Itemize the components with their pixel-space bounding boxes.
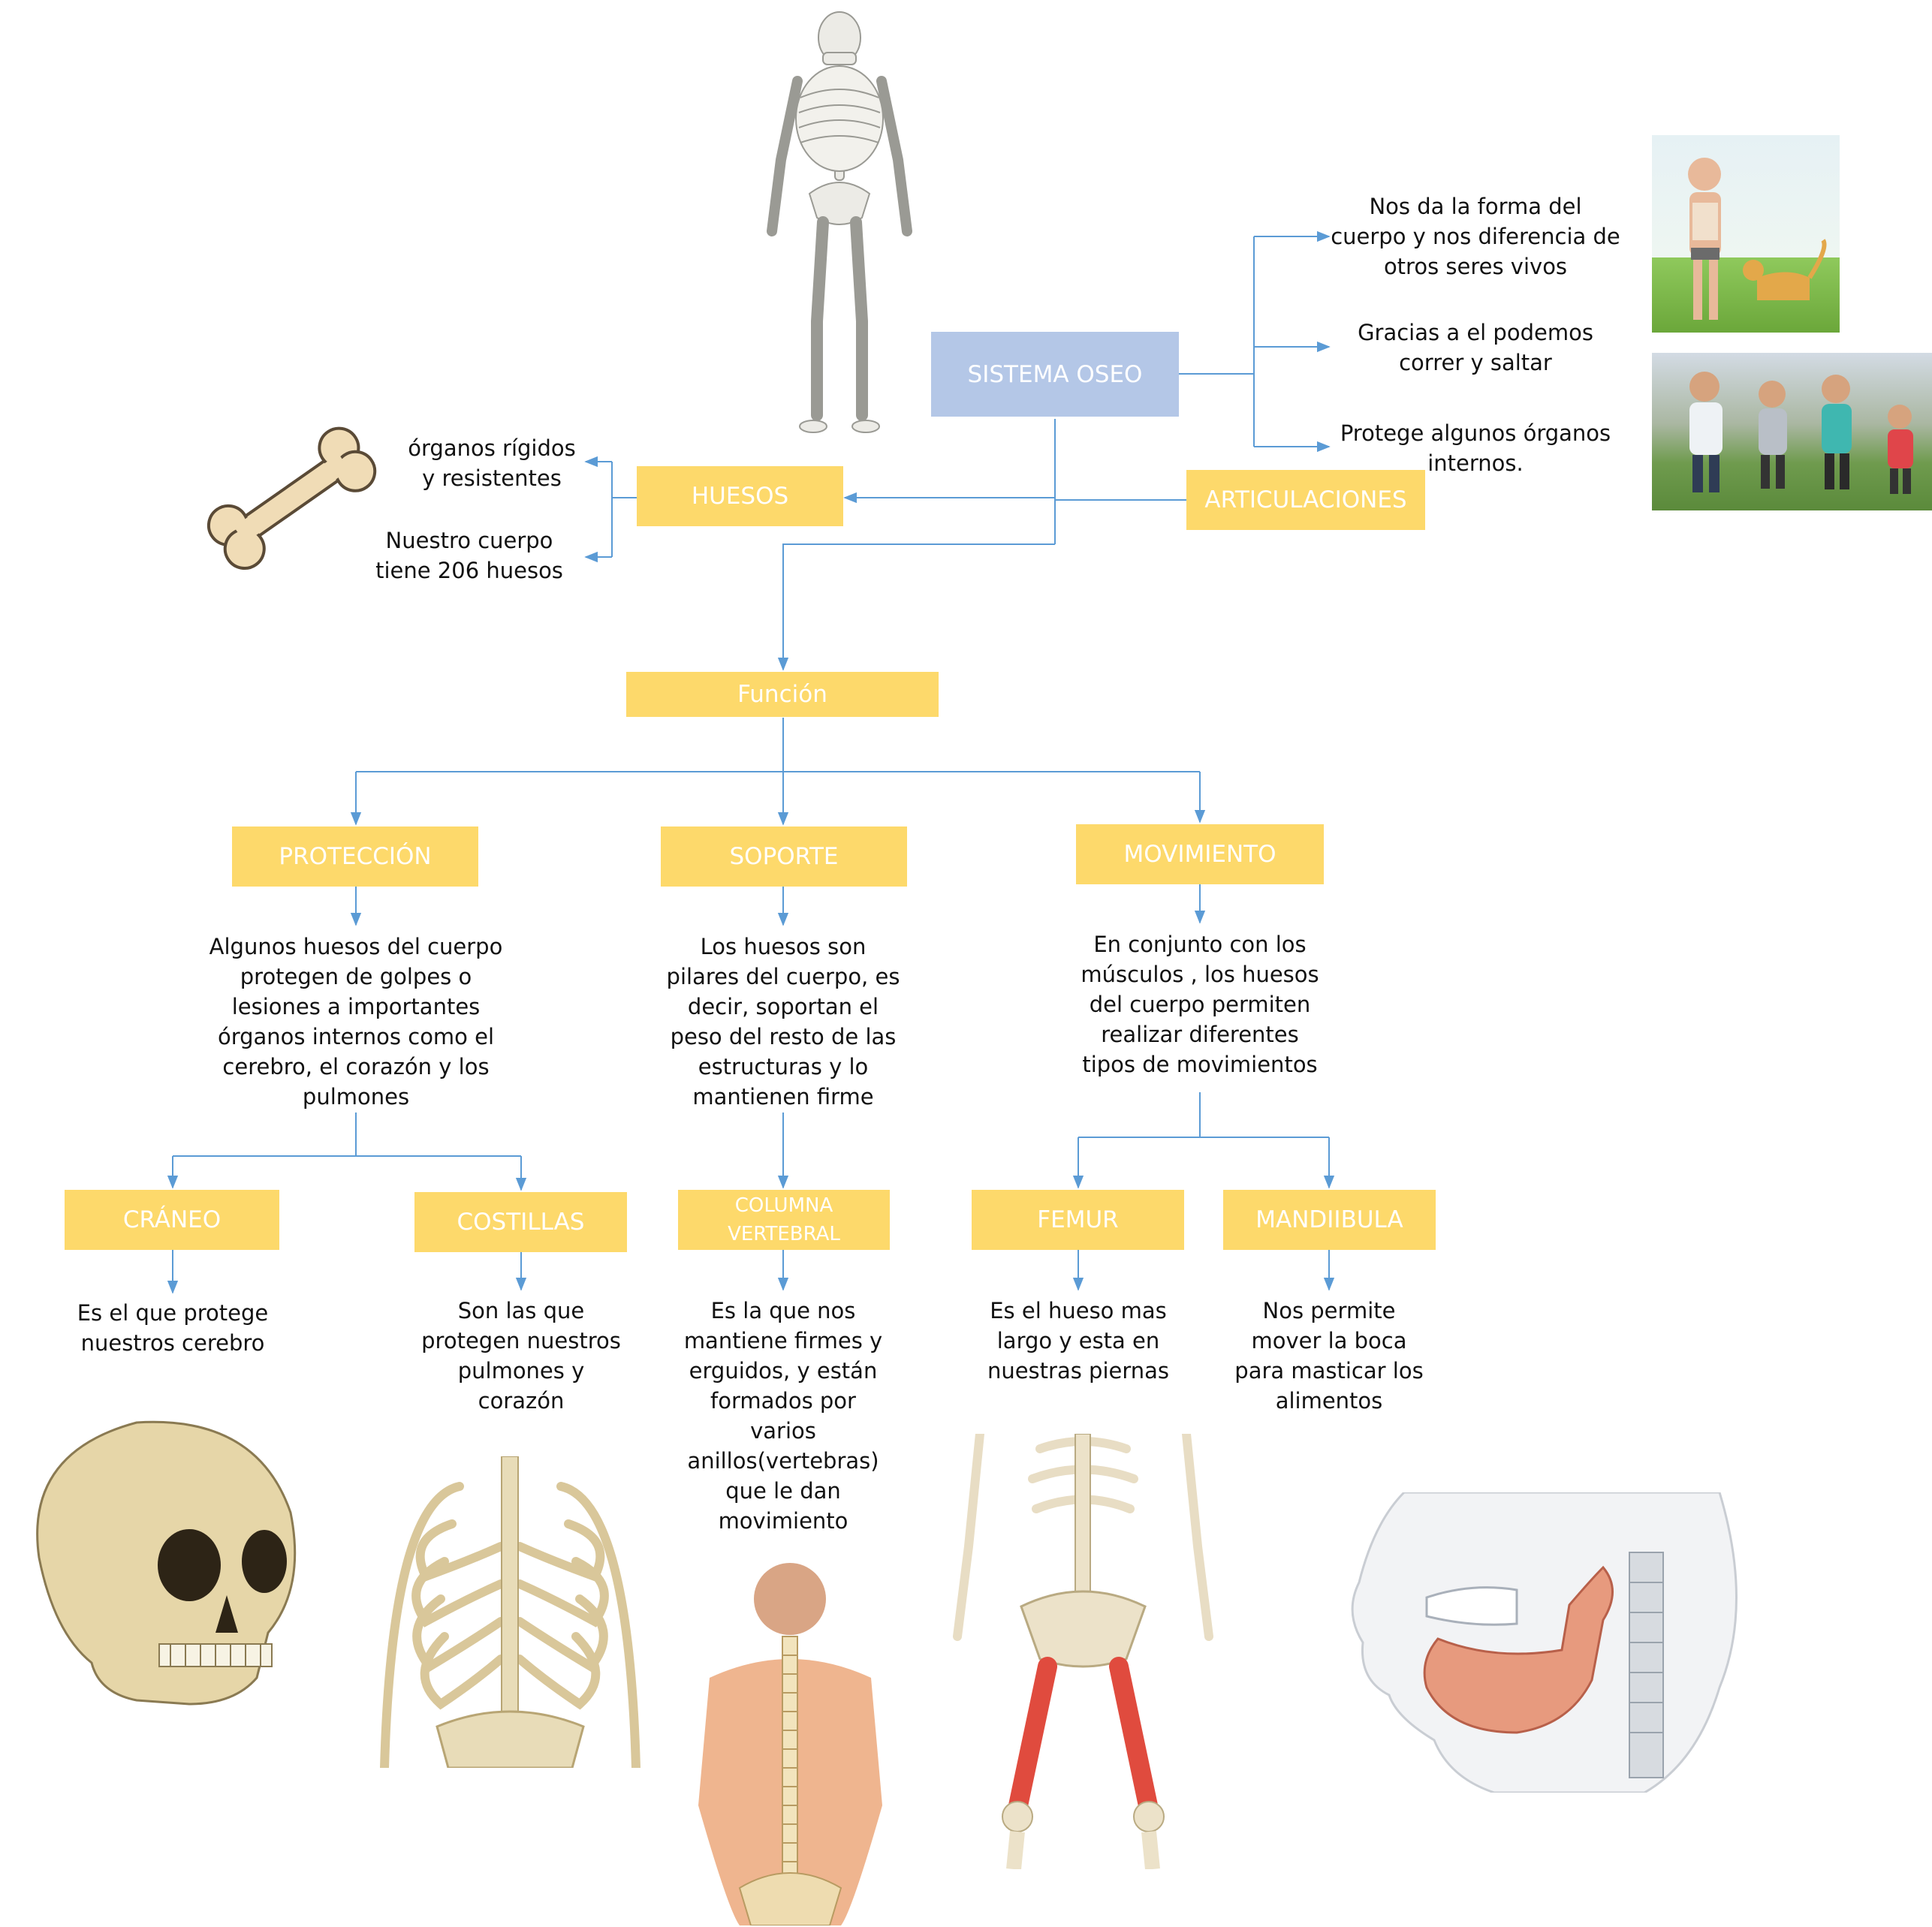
soporte-label: SOPORTE: [729, 843, 839, 870]
children-running-image: [1652, 353, 1932, 510]
text-organos: órganos rígidos y resistentes: [408, 435, 576, 491]
proteccion-label: PROTECCIÓN: [279, 843, 432, 870]
ribcage-image: [380, 1456, 640, 1768]
text-columna-desc: Es la que nos mantiene firmes y erguidos…: [683, 1298, 883, 1534]
femur-label: FEMUR: [1037, 1206, 1119, 1233]
movimiento-box: MOVIMIENTO: [1076, 824, 1324, 884]
text-forma: Nos da la forma del cuerpo y nos diferen…: [1331, 194, 1620, 279]
text-costillas-desc: Son las que protegen nuestros pulmones y…: [421, 1298, 621, 1414]
text-mandibula-desc: Nos permite mover la boca para masticar …: [1234, 1298, 1424, 1414]
femur-box: FEMUR: [972, 1190, 1184, 1250]
funcion-box: Función: [626, 672, 939, 717]
text-correr: Gracias a el podemos correr y saltar: [1358, 320, 1593, 375]
craneo-box: CRÁNEO: [65, 1190, 279, 1250]
columna-label-line2: VERTEBRAL: [728, 1223, 840, 1245]
articulaciones-label: ARTICULACIONES: [1204, 486, 1407, 513]
bone-image: [206, 426, 377, 571]
text-proteccion-desc: Algunos huesos del cuerpo protegen de go…: [209, 934, 503, 1110]
femur-skeleton-image: [953, 1434, 1213, 1869]
text-femur-desc: Es el hueso mas largo y esta en nuestras…: [987, 1298, 1170, 1384]
mandibula-box: MANDIIBULA: [1223, 1190, 1436, 1250]
text-protege: Protege algunos órganos internos.: [1340, 420, 1611, 476]
columna-label-line1: COLUMNA: [734, 1194, 833, 1217]
spine-back-image: [698, 1563, 882, 1925]
columna-vertebral-box: COLUMNA VERTEBRAL: [678, 1190, 890, 1250]
skeleton-image: [767, 11, 912, 433]
funcion-label: Función: [737, 681, 827, 708]
huesos-label: HUESOS: [691, 483, 789, 510]
text-cuerpo206: Nuestro cuerpo tiene 206 huesos: [375, 528, 563, 583]
arrow-to-funcion: [777, 543, 1055, 671]
sistema-oseo-box: SISTEMA OSEO: [931, 332, 1179, 417]
text-craneo-desc: Es el que protege nuestros cerebro: [77, 1300, 269, 1356]
soporte-box: SOPORTE: [661, 827, 907, 887]
jaw-image: [1351, 1492, 1738, 1793]
sistema-oseo-label: SISTEMA OSEO: [967, 360, 1143, 388]
text-soporte-desc: Los huesos son pilares del cuerpo, es de…: [666, 934, 900, 1110]
man-cat-xray-image: [1652, 135, 1840, 333]
costillas-box: COSTILLAS: [414, 1192, 627, 1252]
skull-image: [36, 1420, 297, 1706]
craneo-label: CRÁNEO: [122, 1206, 222, 1233]
text-movimiento-desc: En conjunto con los músculos , los hueso…: [1081, 932, 1319, 1077]
huesos-box: HUESOS: [637, 466, 843, 526]
costillas-label: COSTILLAS: [457, 1209, 585, 1236]
proteccion-box: PROTECCIÓN: [232, 827, 478, 887]
articulaciones-box: ARTICULACIONES: [1186, 470, 1425, 530]
movimiento-label: MOVIMIENTO: [1123, 841, 1276, 868]
mandibula-label: MANDIIBULA: [1255, 1206, 1403, 1233]
